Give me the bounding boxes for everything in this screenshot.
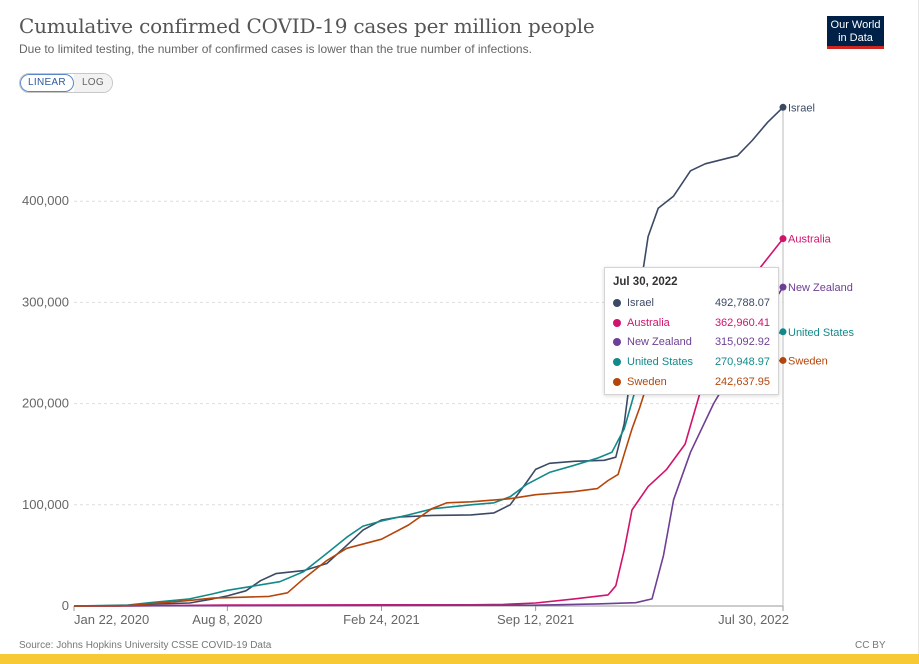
series-color-dot (613, 298, 621, 307)
hover-tooltip: Jul 30, 2022 Israel 492,788.07 Australia 36… (604, 267, 779, 395)
license-link[interactable]: CC BY (855, 640, 886, 651)
tooltip-row: Israel 492,788.07 (613, 293, 770, 313)
logo-line-2: in Data (838, 32, 873, 44)
series-color-dot (613, 357, 621, 366)
x-tick-label: Jul 30, 2022 (718, 612, 789, 627)
x-tick-label: Aug 8, 2020 (192, 612, 262, 627)
end-markers (779, 103, 787, 364)
x-axis-ticks: Jan 22, 2020 Aug 8, 2020 Feb 24, 2021 Sep 1… (73, 606, 789, 627)
series-color-dot (613, 338, 621, 347)
tooltip-series-name: Sweden (627, 375, 667, 388)
series-line-sweden[interactable] (73, 359, 784, 607)
y-tick-label: 0 (62, 598, 69, 613)
tooltip-series-name: Australia (627, 316, 670, 329)
chart-title: Cumulative confirmed COVID-19 cases per … (19, 14, 595, 38)
log-scale-button[interactable]: LOG (73, 74, 112, 92)
tooltip-series-value: 242,637.95 (714, 375, 770, 388)
x-tick-label: Jan 22, 2020 (74, 612, 149, 627)
end-marker (779, 235, 787, 243)
linear-scale-button[interactable]: LINEAR (20, 74, 74, 92)
y-tick-label: 200,000 (22, 396, 69, 411)
end-marker (779, 356, 787, 364)
scale-toggle[interactable]: LINEAR LOG (19, 73, 113, 93)
y-tick-label: 100,000 (22, 497, 69, 512)
chart-subtitle: Due to limited testing, the number of co… (19, 42, 532, 56)
tooltip-row: Sweden 242,637.95 (613, 372, 770, 392)
end-marker (779, 328, 787, 336)
y-tick-label: 300,000 (22, 294, 69, 309)
end-label-united-states[interactable]: United States (788, 327, 855, 339)
series-line-israel[interactable] (73, 106, 784, 607)
tooltip-series-name: New Zealand (627, 336, 692, 349)
y-tick-label: 400,000 (22, 193, 69, 208)
tooltip-row: United States 270,948.97 (613, 352, 770, 372)
tooltip-date: Jul 30, 2022 (613, 276, 678, 288)
tooltip-series-value: 362,960.41 (714, 316, 770, 329)
tooltip-series-name: Israel (627, 296, 654, 309)
tooltip-series-name: United States (627, 355, 694, 368)
tooltip-rows: Israel 492,788.07 Australia 362,960.41 New Z… (613, 293, 770, 391)
y-axis-ticks: 0 100,000 200,000 300,000 400,000 (22, 193, 69, 613)
end-label-new-zealand[interactable]: New Zealand (788, 282, 853, 294)
tooltip-row: New Zealand 315,092.92 (613, 332, 770, 352)
series-color-dot (613, 318, 621, 327)
owid-logo[interactable]: Our World in Data (827, 16, 884, 49)
end-marker (779, 103, 787, 111)
series-color-dot (613, 377, 621, 386)
tooltip-series-value: 315,092.92 (714, 336, 770, 349)
tooltip-series-value: 492,788.07 (714, 296, 770, 309)
gridlines (74, 200, 783, 607)
source-note[interactable]: Source: Johns Hopkins University CSSE CO… (19, 640, 272, 651)
x-tick-label: Sep 12, 2021 (497, 612, 574, 627)
tooltip-row: Australia 362,960.41 (613, 313, 770, 333)
end-labels[interactable]: Israel Australia New Zealand United States S… (788, 102, 855, 367)
end-label-israel[interactable]: Israel (788, 102, 815, 114)
logo-line-1: Our World (830, 19, 881, 31)
x-tick-label: Feb 24, 2021 (343, 612, 420, 627)
end-label-sweden[interactable]: Sweden (788, 355, 828, 367)
footer-accent-bar (0, 654, 919, 664)
end-label-australia[interactable]: Australia (788, 234, 832, 246)
end-marker (779, 283, 787, 291)
tooltip-series-value: 270,948.97 (714, 355, 770, 368)
